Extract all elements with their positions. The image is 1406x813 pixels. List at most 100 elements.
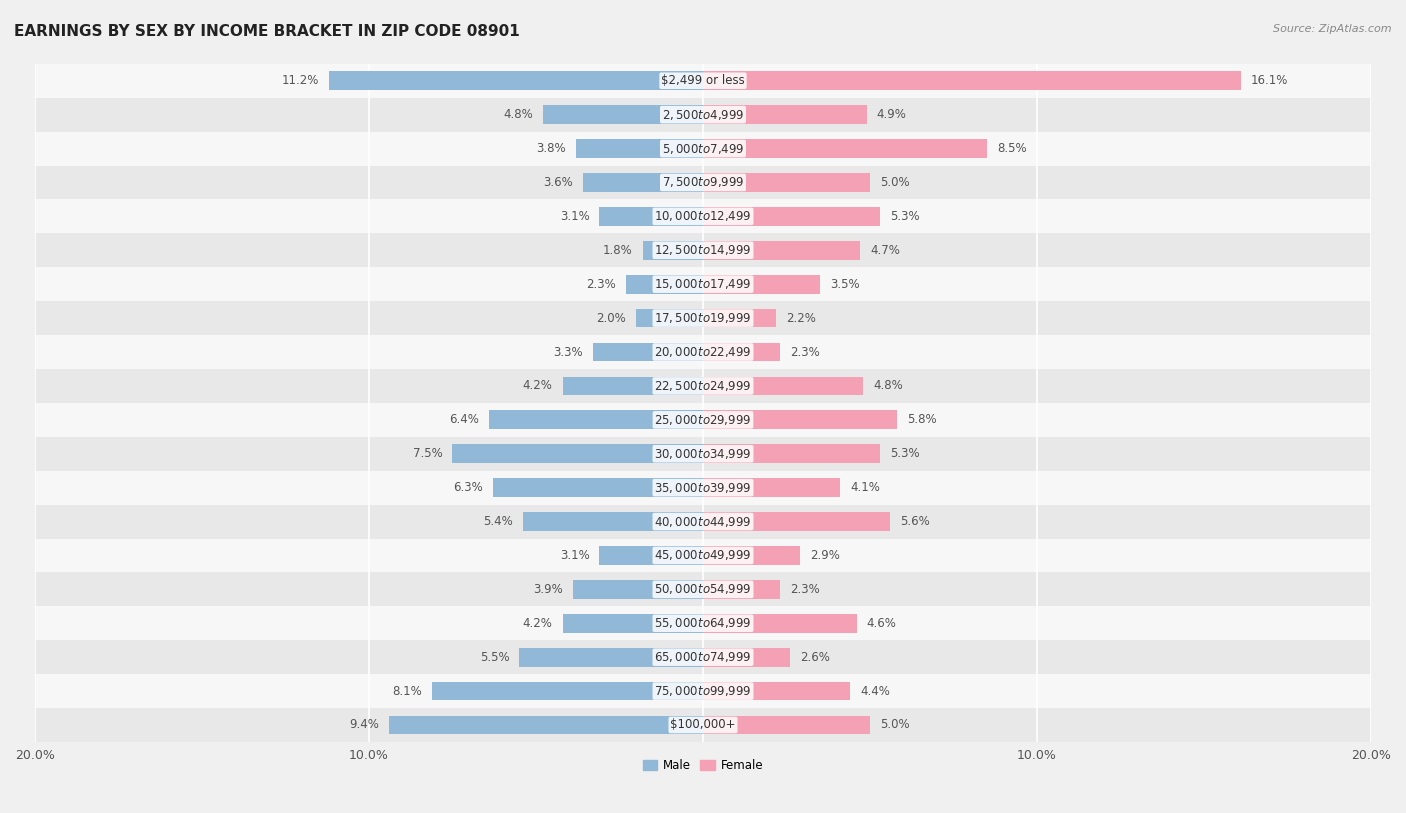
Text: 5.5%: 5.5% (479, 650, 509, 663)
Bar (703, 715, 870, 734)
Text: 2.6%: 2.6% (800, 650, 830, 663)
Bar (35, 369, 1371, 403)
Text: 2.0%: 2.0% (596, 311, 626, 324)
Legend: Male, Female: Male, Female (638, 754, 768, 776)
Text: $10,000 to $12,499: $10,000 to $12,499 (654, 210, 752, 224)
Bar (329, 72, 703, 90)
Bar (35, 301, 1371, 335)
Text: 2.2%: 2.2% (786, 311, 817, 324)
Text: 8.5%: 8.5% (997, 142, 1026, 155)
Bar (35, 132, 1371, 166)
Text: $65,000 to $74,999: $65,000 to $74,999 (654, 650, 752, 664)
Text: 3.3%: 3.3% (553, 346, 582, 359)
Bar (703, 241, 860, 259)
Text: 16.1%: 16.1% (1251, 74, 1288, 87)
Bar (582, 173, 703, 192)
Text: 5.3%: 5.3% (890, 447, 920, 460)
Bar (703, 648, 790, 667)
Bar (703, 512, 890, 531)
Text: $45,000 to $49,999: $45,000 to $49,999 (654, 549, 752, 563)
Text: $15,000 to $17,499: $15,000 to $17,499 (654, 277, 752, 291)
Text: $100,000+: $100,000+ (671, 719, 735, 732)
Bar (703, 207, 880, 226)
Bar (35, 505, 1371, 538)
Text: $40,000 to $44,999: $40,000 to $44,999 (654, 515, 752, 528)
Bar (35, 98, 1371, 132)
Text: $55,000 to $64,999: $55,000 to $64,999 (654, 616, 752, 630)
Text: 1.8%: 1.8% (603, 244, 633, 257)
Text: 5.6%: 5.6% (900, 515, 929, 528)
Text: 4.2%: 4.2% (523, 380, 553, 393)
Bar (703, 614, 856, 633)
Bar (636, 309, 703, 328)
Text: $2,500 to $4,999: $2,500 to $4,999 (662, 107, 744, 122)
Text: 5.3%: 5.3% (890, 210, 920, 223)
Text: 2.3%: 2.3% (586, 278, 616, 291)
Bar (35, 267, 1371, 301)
Bar (35, 640, 1371, 674)
Bar (703, 682, 851, 701)
Bar (703, 106, 866, 124)
Bar (35, 538, 1371, 572)
Text: $50,000 to $54,999: $50,000 to $54,999 (654, 582, 752, 597)
Bar (703, 309, 776, 328)
Bar (703, 411, 897, 429)
Text: 3.1%: 3.1% (560, 210, 589, 223)
Bar (703, 376, 863, 395)
Bar (703, 275, 820, 293)
Text: $2,499 or less: $2,499 or less (661, 74, 745, 87)
Text: 11.2%: 11.2% (281, 74, 319, 87)
Bar (562, 376, 703, 395)
Text: EARNINGS BY SEX BY INCOME BRACKET IN ZIP CODE 08901: EARNINGS BY SEX BY INCOME BRACKET IN ZIP… (14, 24, 520, 39)
Bar (703, 139, 987, 158)
Text: 6.3%: 6.3% (453, 481, 482, 494)
Text: $17,500 to $19,999: $17,500 to $19,999 (654, 311, 752, 325)
Text: $12,500 to $14,999: $12,500 to $14,999 (654, 243, 752, 257)
Text: Source: ZipAtlas.com: Source: ZipAtlas.com (1274, 24, 1392, 34)
Bar (703, 580, 780, 598)
Bar (523, 512, 703, 531)
Text: 2.3%: 2.3% (790, 583, 820, 596)
Text: $75,000 to $99,999: $75,000 to $99,999 (654, 684, 752, 698)
Bar (703, 72, 1240, 90)
Bar (433, 682, 703, 701)
Bar (626, 275, 703, 293)
Bar (519, 648, 703, 667)
Text: 3.8%: 3.8% (537, 142, 567, 155)
Bar (576, 139, 703, 158)
Text: 5.4%: 5.4% (482, 515, 513, 528)
Bar (35, 471, 1371, 505)
Bar (572, 580, 703, 598)
Text: 3.1%: 3.1% (560, 549, 589, 562)
Text: 4.9%: 4.9% (877, 108, 907, 121)
Bar (492, 478, 703, 497)
Bar (703, 478, 839, 497)
Bar (35, 403, 1371, 437)
Bar (643, 241, 703, 259)
Text: 5.8%: 5.8% (907, 413, 936, 426)
Text: 4.2%: 4.2% (523, 617, 553, 630)
Text: 5.0%: 5.0% (880, 719, 910, 732)
Bar (35, 606, 1371, 640)
Text: 2.3%: 2.3% (790, 346, 820, 359)
Text: 4.8%: 4.8% (503, 108, 533, 121)
Bar (543, 106, 703, 124)
Text: $5,000 to $7,499: $5,000 to $7,499 (662, 141, 744, 155)
Text: 3.5%: 3.5% (830, 278, 859, 291)
Text: $25,000 to $29,999: $25,000 to $29,999 (654, 413, 752, 427)
Bar (35, 572, 1371, 606)
Bar (35, 335, 1371, 369)
Bar (562, 614, 703, 633)
Text: 4.7%: 4.7% (870, 244, 900, 257)
Text: 5.0%: 5.0% (880, 176, 910, 189)
Bar (489, 411, 703, 429)
Text: 3.9%: 3.9% (533, 583, 562, 596)
Bar (35, 233, 1371, 267)
Text: 3.6%: 3.6% (543, 176, 572, 189)
Bar (35, 199, 1371, 233)
Text: 4.4%: 4.4% (860, 685, 890, 698)
Bar (599, 546, 703, 565)
Text: $30,000 to $34,999: $30,000 to $34,999 (654, 446, 752, 461)
Text: 7.5%: 7.5% (413, 447, 443, 460)
Bar (703, 342, 780, 361)
